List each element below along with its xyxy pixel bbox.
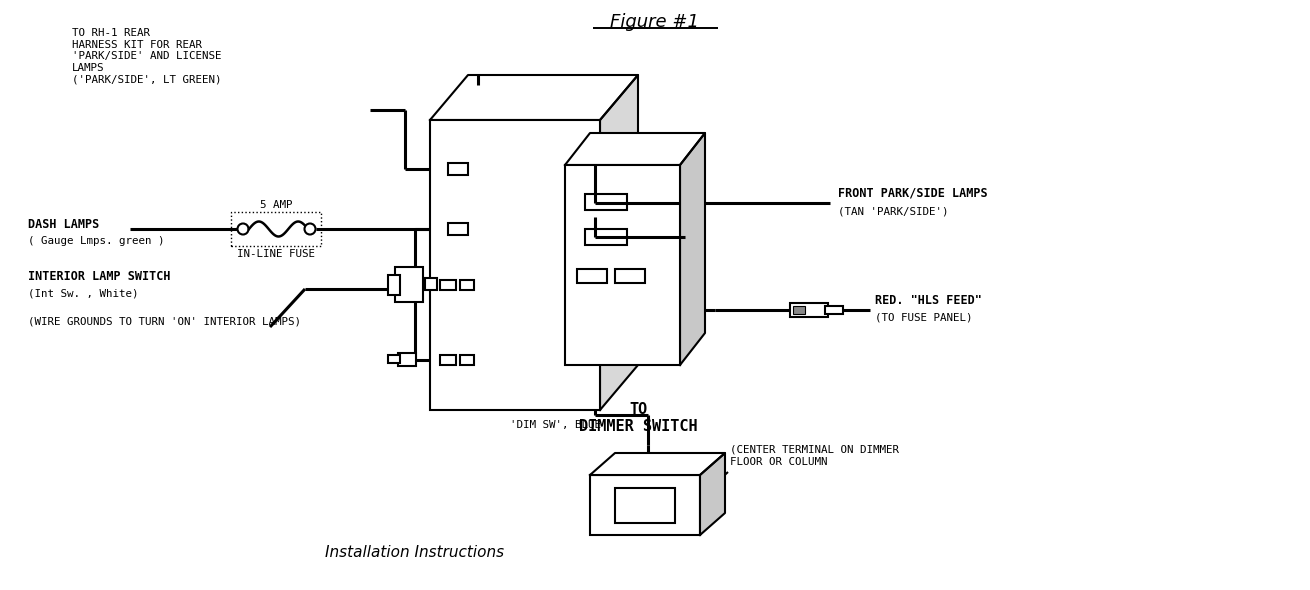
Polygon shape [430, 75, 638, 120]
Bar [231, 212, 321, 246]
Text: INTERIOR LAMP SWITCH: INTERIOR LAMP SWITCH [28, 270, 170, 284]
Text: TO RH-1 REAR
HARNESS KIT FOR REAR
'PARK/SIDE' AND LICENSE
LAMPS
('PARK/SIDE', LT: TO RH-1 REAR HARNESS KIT FOR REAR 'PARK/… [72, 28, 221, 84]
Text: Installation Instructions: Installation Instructions [325, 545, 504, 560]
Text: FRONT PARK/SIDE LAMPS: FRONT PARK/SIDE LAMPS [838, 186, 988, 199]
Bar [590, 475, 700, 535]
Text: DASH LAMPS: DASH LAMPS [28, 218, 100, 231]
Bar [440, 355, 456, 365]
Bar [460, 280, 474, 290]
Text: 5 AMP: 5 AMP [259, 200, 292, 210]
Text: (TAN 'PARK/SIDE'): (TAN 'PARK/SIDE') [838, 206, 948, 216]
Bar [614, 488, 675, 523]
Polygon shape [565, 133, 705, 165]
Bar [586, 229, 627, 245]
Text: (CENTER TERMINAL ON DIMMER
FLOOR OR COLUMN: (CENTER TERMINAL ON DIMMER FLOOR OR COLU… [730, 445, 899, 467]
Text: Figure #1: Figure #1 [610, 13, 700, 31]
Bar [448, 223, 468, 235]
Bar [790, 303, 828, 317]
Bar [576, 269, 607, 283]
Bar [448, 163, 468, 175]
Bar [825, 306, 844, 314]
Bar [586, 194, 627, 210]
Polygon shape [680, 133, 705, 365]
Bar [424, 278, 438, 290]
Text: IN-LINE FUSE: IN-LINE FUSE [237, 249, 314, 259]
Bar [440, 280, 456, 290]
Text: (WIRE GROUNDS TO TURN 'ON' INTERIOR LAMPS): (WIRE GROUNDS TO TURN 'ON' INTERIOR LAMP… [28, 317, 301, 327]
Text: RED. "HLS FEED": RED. "HLS FEED" [875, 294, 982, 307]
Text: 'DIM SW', BLUE: 'DIM SW', BLUE [510, 420, 601, 430]
Bar [793, 306, 806, 314]
Bar [388, 355, 400, 363]
Circle shape [304, 224, 316, 234]
Text: (TO FUSE PANEL): (TO FUSE PANEL) [875, 313, 972, 323]
Bar [565, 165, 680, 365]
Text: (NOT USED): (NOT USED) [590, 290, 655, 300]
Text: ( Gauge Lmps. green ): ( Gauge Lmps. green ) [28, 236, 165, 246]
Bar [398, 353, 417, 366]
Bar [430, 120, 600, 410]
Bar [460, 355, 474, 365]
Bar [396, 267, 423, 302]
Text: (Int Sw. , White): (Int Sw. , White) [28, 289, 139, 299]
Polygon shape [700, 453, 724, 535]
Polygon shape [590, 453, 724, 475]
Bar [388, 275, 400, 295]
Circle shape [237, 224, 249, 234]
Polygon shape [600, 75, 638, 410]
Bar [614, 269, 645, 283]
Text: TO
DIMMER SWITCH: TO DIMMER SWITCH [579, 402, 697, 434]
